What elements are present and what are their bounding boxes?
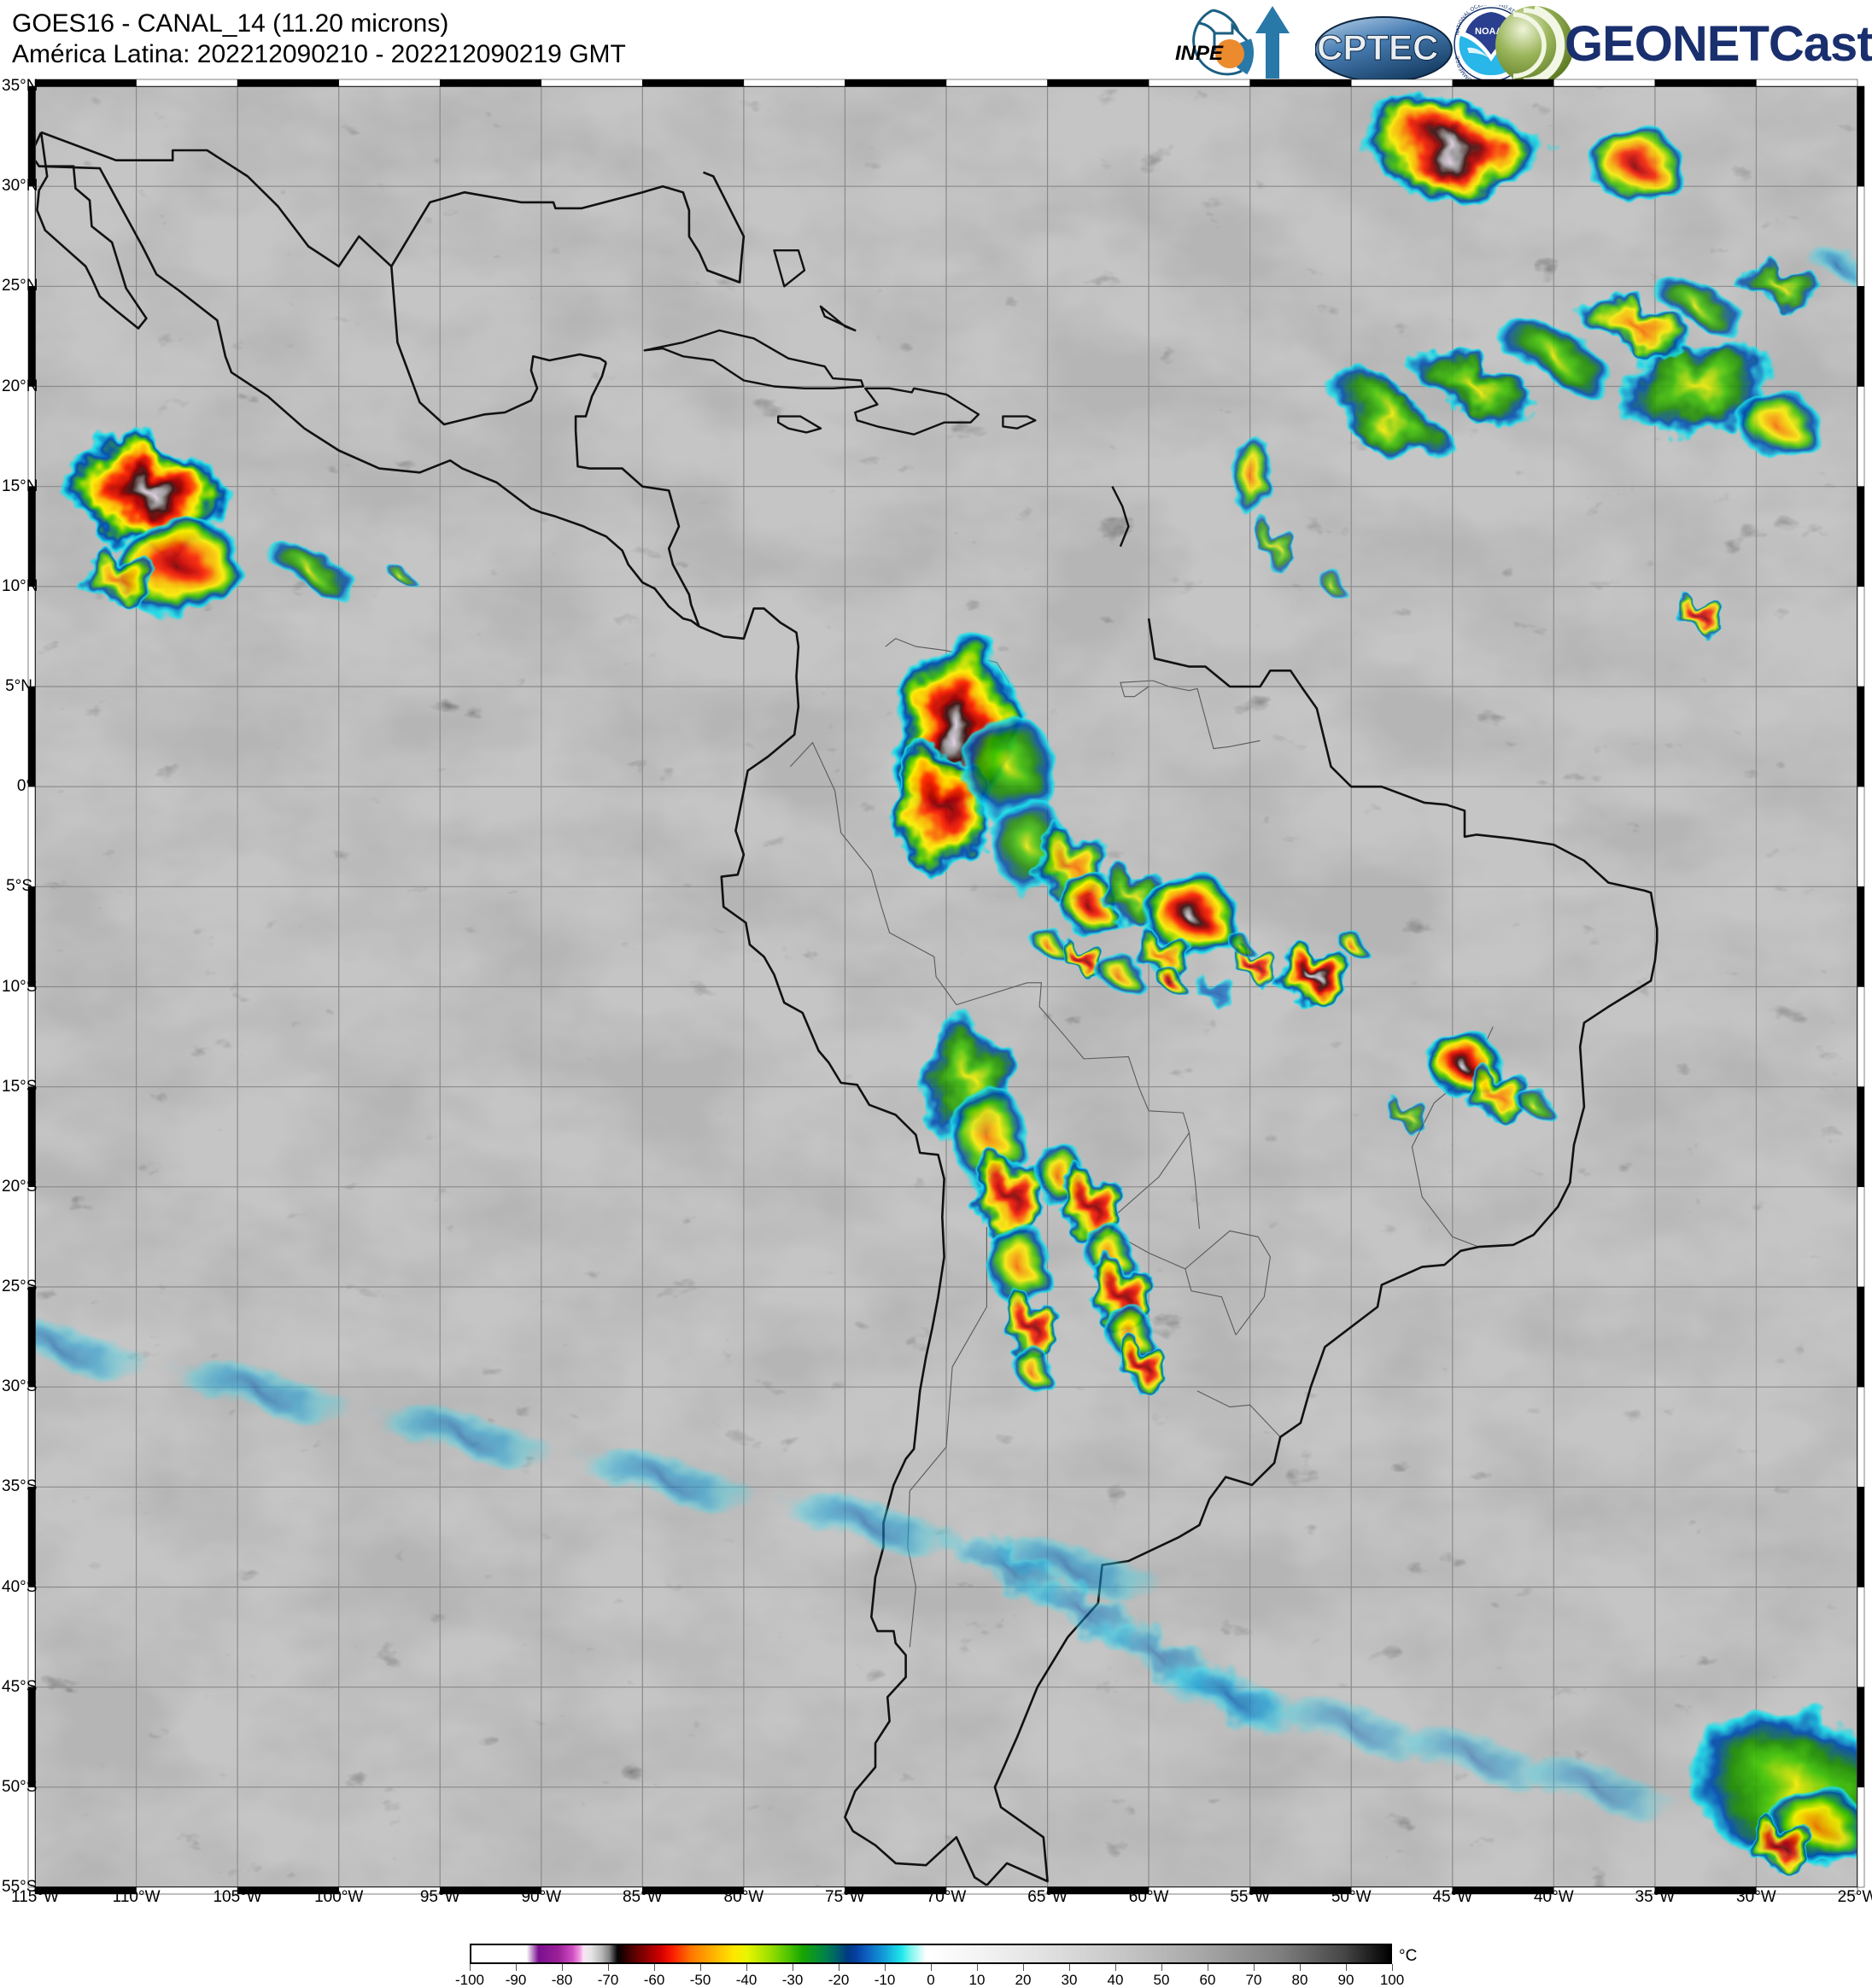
svg-text:CPTEC: CPTEC [1317,27,1438,67]
svg-text:INPE: INPE [1175,42,1224,65]
